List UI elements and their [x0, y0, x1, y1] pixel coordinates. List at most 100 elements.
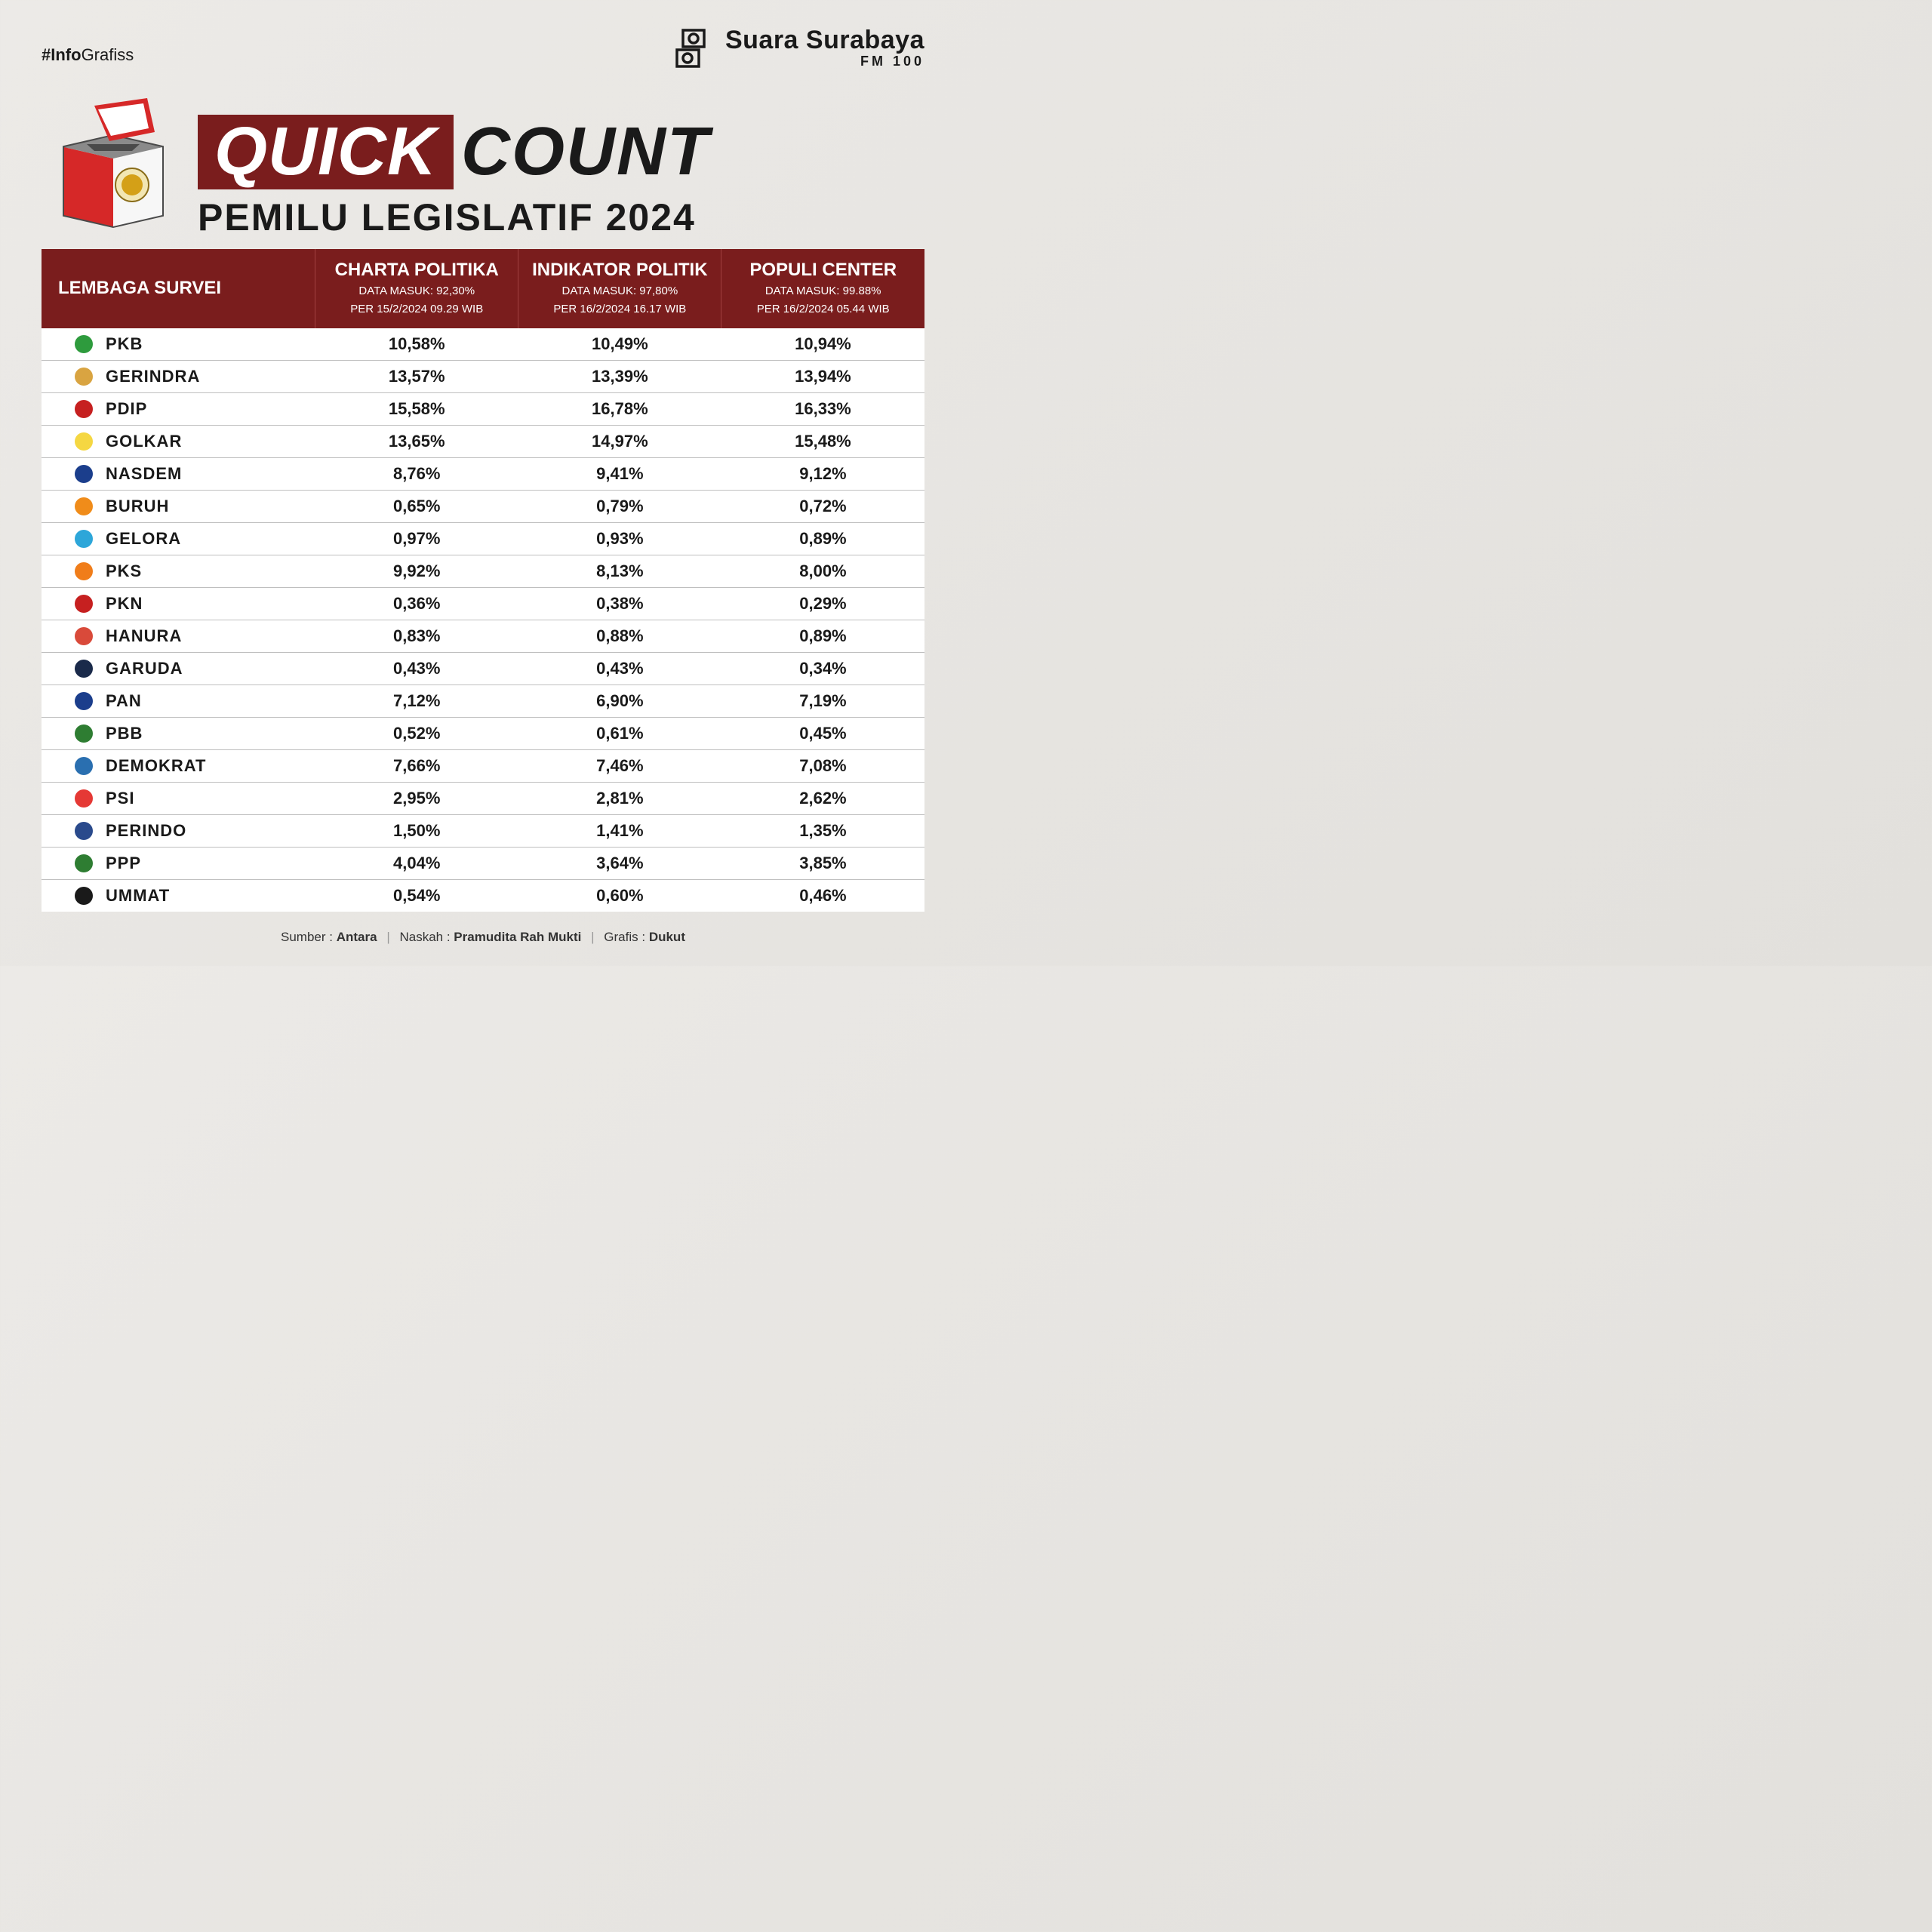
value-cell: 7,08%	[721, 749, 924, 782]
party-cell: NASDEM	[42, 457, 315, 490]
value-cell: 0,72%	[721, 490, 924, 522]
table-header-row: LEMBAGA SURVEI CHARTA POLITIKA DATA MASU…	[42, 249, 924, 328]
header-lembaga: LEMBAGA SURVEI	[42, 249, 315, 328]
brand-name: Suara Surabaya	[725, 27, 924, 53]
party-cell: PPP	[42, 847, 315, 879]
hashtag: #InfoGrafiss	[42, 45, 134, 65]
agency-per: PER 15/2/2024 09.29 WIB	[321, 302, 512, 317]
value-cell: 0,43%	[315, 652, 518, 685]
table-row: PPP4,04%3,64%3,85%	[42, 847, 924, 879]
value-cell: 9,92%	[315, 555, 518, 587]
value-cell: 3,85%	[721, 847, 924, 879]
value-cell: 0,83%	[315, 620, 518, 652]
party-logo-icon	[75, 530, 93, 548]
value-cell: 1,35%	[721, 814, 924, 847]
value-cell: 0,97%	[315, 522, 518, 555]
value-cell: 3,64%	[518, 847, 721, 879]
value-cell: 2,81%	[518, 782, 721, 814]
grafis-label: Grafis :	[604, 930, 645, 944]
value-cell: 10,58%	[315, 328, 518, 361]
party-cell: DEMOKRAT	[42, 749, 315, 782]
title-block: QUICK COUNT PEMILU LEGISLATIF 2024	[198, 113, 710, 239]
party-name: GELORA	[106, 529, 181, 548]
value-cell: 7,46%	[518, 749, 721, 782]
party-logo-icon	[75, 400, 93, 418]
agency-name: INDIKATOR POLITIK	[525, 260, 715, 281]
value-cell: 8,13%	[518, 555, 721, 587]
table-row: PAN 7,12%6,90%7,19%	[42, 685, 924, 717]
brand-fm: FM 100	[725, 54, 924, 68]
value-cell: 1,50%	[315, 814, 518, 847]
table-row: GERINDRA13,57%13,39%13,94%	[42, 360, 924, 392]
party-cell: GOLKAR	[42, 425, 315, 457]
value-cell: 0,38%	[518, 587, 721, 620]
party-logo-icon	[75, 660, 93, 678]
ballot-box-icon	[42, 94, 185, 238]
party-name: PERINDO	[106, 821, 186, 840]
table-row: PERINDO1,50%1,41%1,35%	[42, 814, 924, 847]
party-cell: PKS	[42, 555, 315, 587]
table-row: GELORA0,97%0,93%0,89%	[42, 522, 924, 555]
party-name: PAN	[106, 691, 142, 710]
value-cell: 9,41%	[518, 457, 721, 490]
party-cell: GARUDA	[42, 652, 315, 685]
agency-per: PER 16/2/2024 16.17 WIB	[525, 302, 715, 317]
agency-name: CHARTA POLITIKA	[321, 260, 512, 281]
party-cell: UMMAT	[42, 879, 315, 912]
table-row: PKB10,58%10,49%10,94%	[42, 328, 924, 361]
party-logo-icon	[75, 368, 93, 386]
value-cell: 8,76%	[315, 457, 518, 490]
table-row: HANURA0,83%0,88%0,89%	[42, 620, 924, 652]
value-cell: 4,04%	[315, 847, 518, 879]
value-cell: 14,97%	[518, 425, 721, 457]
table-row: PBB0,52%0,61%0,45%	[42, 717, 924, 749]
value-cell: 0,89%	[721, 620, 924, 652]
party-cell: PERINDO	[42, 814, 315, 847]
value-cell: 10,49%	[518, 328, 721, 361]
party-logo-icon	[75, 432, 93, 451]
value-cell: 0,43%	[518, 652, 721, 685]
party-cell: PDIP	[42, 392, 315, 425]
party-cell: PAN	[42, 685, 315, 717]
party-cell: PKB	[42, 328, 315, 361]
value-cell: 6,90%	[518, 685, 721, 717]
title-count: COUNT	[461, 113, 710, 191]
agency-datamasuk: DATA MASUK: 99.88%	[728, 284, 918, 299]
value-cell: 7,19%	[721, 685, 924, 717]
value-cell: 15,58%	[315, 392, 518, 425]
party-cell: PSI	[42, 782, 315, 814]
grafis-value: Dukut	[649, 930, 685, 944]
value-cell: 13,39%	[518, 360, 721, 392]
table-row: UMMAT0,54%0,60%0,46%	[42, 879, 924, 912]
value-cell: 0,89%	[721, 522, 924, 555]
value-cell: 0,45%	[721, 717, 924, 749]
party-cell: GERINDRA	[42, 360, 315, 392]
party-name: BURUH	[106, 497, 169, 515]
sumber-value: Antara	[337, 930, 377, 944]
party-logo-icon	[75, 595, 93, 613]
value-cell: 10,94%	[721, 328, 924, 361]
table-row: NASDEM8,76%9,41%9,12%	[42, 457, 924, 490]
table-row: DEMOKRAT7,66%7,46%7,08%	[42, 749, 924, 782]
value-cell: 0,29%	[721, 587, 924, 620]
header-agency-1: INDIKATOR POLITIK DATA MASUK: 97,80% PER…	[518, 249, 721, 328]
value-cell: 0,65%	[315, 490, 518, 522]
agency-datamasuk: DATA MASUK: 92,30%	[321, 284, 512, 299]
party-name: PSI	[106, 789, 134, 808]
table-row: GARUDA0,43%0,43%0,34%	[42, 652, 924, 685]
agency-name: POPULI CENTER	[728, 260, 918, 281]
party-logo-icon	[75, 692, 93, 710]
value-cell: 0,34%	[721, 652, 924, 685]
value-cell: 0,52%	[315, 717, 518, 749]
party-logo-icon	[75, 465, 93, 483]
party-cell: GELORA	[42, 522, 315, 555]
value-cell: 0,60%	[518, 879, 721, 912]
value-cell: 7,12%	[315, 685, 518, 717]
party-name: PBB	[106, 724, 143, 743]
table-row: PKS9,92%8,13%8,00%	[42, 555, 924, 587]
value-cell: 15,48%	[721, 425, 924, 457]
party-logo-icon	[75, 724, 93, 743]
header-agency-0: CHARTA POLITIKA DATA MASUK: 92,30% PER 1…	[315, 249, 518, 328]
party-name: HANURA	[106, 626, 182, 645]
party-name: PDIP	[106, 399, 147, 418]
